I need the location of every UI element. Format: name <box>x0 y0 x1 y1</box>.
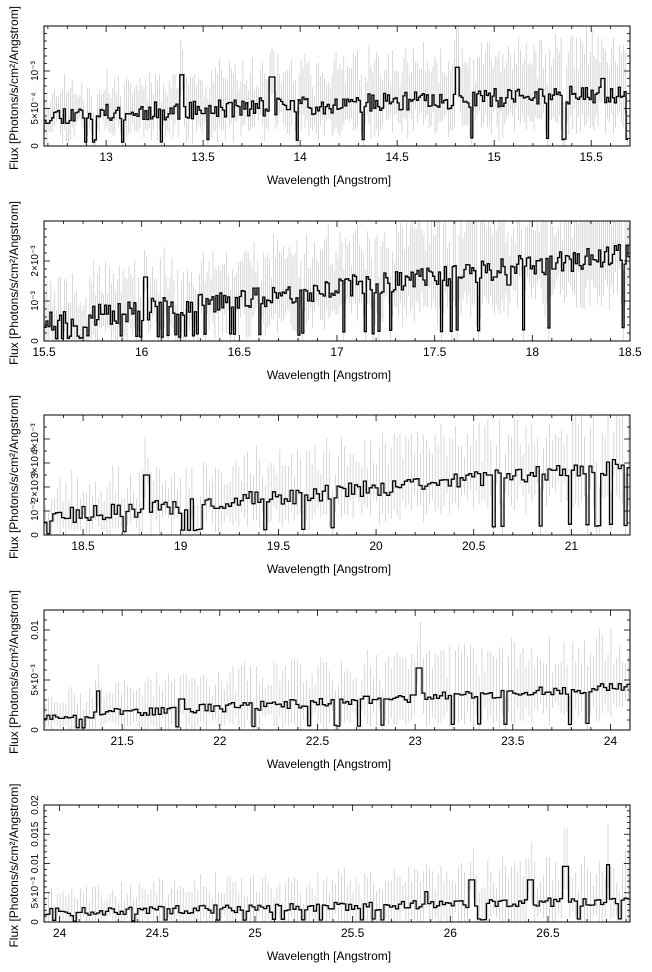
x-tick-label: 25 <box>248 926 262 940</box>
y-axis-label: Flux [Photons/s/cm²/Angstrom] <box>7 590 21 754</box>
y-tick-label: 0 <box>30 143 41 149</box>
y-tick-label: 0.01 <box>30 853 41 873</box>
x-tick-label: 18.5 <box>618 345 642 359</box>
spectrum-histogram <box>44 864 630 922</box>
y-tick-label: 0 <box>30 919 41 925</box>
x-tick-label: 19 <box>174 539 188 553</box>
y-tick-label: 0.01 <box>30 620 41 640</box>
y-tick-label: 0.02 <box>30 795 41 815</box>
plot-frame <box>43 25 631 147</box>
y-tick-label: 10⁻³ <box>30 60 41 80</box>
x-tick-label: 15.5 <box>580 150 604 164</box>
y-tick-label: 3×10⁻³ <box>30 447 41 479</box>
x-tick-label: 20.5 <box>462 539 486 553</box>
y-tick-label: 5×10⁻³ <box>30 877 41 909</box>
y-axis-label: Flux [Photons/s/cm²/Angstrom] <box>7 201 21 365</box>
x-tick-label: 20 <box>369 539 383 553</box>
x-tick-label: 17 <box>330 345 344 359</box>
spectrum-panel-3: 18.5 19 19.5 20 20.5 21 0 10⁻³2×10⁻³3×10⁻³4×10⁻… <box>7 395 631 576</box>
y-tick-label: 2×10⁻³ <box>30 245 41 277</box>
y-tick-label: 4×10⁻³ <box>30 423 41 455</box>
error-bars <box>45 415 629 535</box>
y-axis-label: Flux [Photons/s/cm²/Angstrom] <box>7 395 21 559</box>
plot-frame <box>43 220 631 342</box>
x-tick-label: 18.5 <box>71 539 95 553</box>
x-tick-label: 23 <box>408 734 422 748</box>
x-tick-label: 24 <box>53 926 67 940</box>
y-axis-label: Flux [Photons/s/cm²/Angstrom] <box>7 6 21 170</box>
y-tick-label: 2×10⁻³ <box>30 471 41 503</box>
error-bars <box>45 621 629 730</box>
y-tick-label: 0.015 <box>30 821 41 846</box>
x-tick-label: 18 <box>526 345 540 359</box>
error-bars <box>44 221 630 341</box>
plot-frame <box>43 609 631 731</box>
x-tick-label: 15 <box>487 150 501 164</box>
x-tick-label: 26 <box>444 926 458 940</box>
spectrum-histogram <box>44 458 630 535</box>
spectrum-panel-5: 24 24.5 25 25.5 26 26.5 0 5×10⁻³ 0.01 0.015 0.02 Wa… <box>7 783 631 963</box>
x-tick-label: 19.5 <box>267 539 291 553</box>
x-tick-label: 13.5 <box>191 150 215 164</box>
y-tick-label: 10⁻³ <box>30 290 41 310</box>
x-tick-label: 16 <box>135 345 149 359</box>
x-axis-label: Wavelength [Angstrom] <box>267 562 391 576</box>
x-tick-label: 22.5 <box>306 734 330 748</box>
y-tick-label: 0 <box>30 727 41 733</box>
spectrum-panel-1: 13 13.5 14 14.5 15 15.5 0 5×10⁻⁴ 10⁻³ Wavelength … <box>7 6 631 187</box>
x-axis-label: Wavelength [Angstrom] <box>267 949 391 963</box>
x-tick-label: 23.5 <box>501 734 525 748</box>
x-tick-label: 22 <box>213 734 227 748</box>
x-tick-label: 15.5 <box>32 345 56 359</box>
x-tick-label: 21 <box>565 539 579 553</box>
y-tick-label: 5×10⁻³ <box>30 664 41 696</box>
spectrum-panel-2: 15.5 16 16.5 17 17.5 18 18.5 0 10⁻³ 2×10⁻³ Wavelen… <box>7 201 642 382</box>
y-axis-label: Flux [Photons/s/cm²/Angstrom] <box>7 783 21 947</box>
x-axis-label: Wavelength [Angstrom] <box>267 757 391 771</box>
x-axis-label: Wavelength [Angstrom] <box>267 368 391 382</box>
x-tick-label: 16.5 <box>228 345 252 359</box>
spectrum-histogram <box>44 66 629 143</box>
y-tick-label: 5×10⁻⁴ <box>30 92 41 124</box>
x-tick-label: 14 <box>293 150 307 164</box>
spectrum-histogram <box>44 243 630 340</box>
y-tick-label: 0 <box>30 532 41 538</box>
x-tick-label: 26.5 <box>536 926 560 940</box>
x-tick-label: 24.5 <box>146 926 170 940</box>
x-tick-label: 25.5 <box>341 926 365 940</box>
x-tick-label: 13 <box>99 150 113 164</box>
y-tick-label: 10⁻³ <box>30 500 41 520</box>
x-tick-label: 17.5 <box>423 345 447 359</box>
y-tick-label: 0 <box>30 338 41 344</box>
x-tick-label: 21.5 <box>110 734 134 748</box>
spectrum-histogram <box>44 667 630 729</box>
x-axis-label: Wavelength [Angstrom] <box>267 173 391 187</box>
error-bars <box>44 26 628 146</box>
error-bars <box>45 823 629 922</box>
x-tick-label: 14.5 <box>385 150 409 164</box>
x-tick-label: 24 <box>604 734 618 748</box>
spectrum-panel-4: 21.5 22 22.5 23 23.5 24 0 5×10⁻³ 0.01 Wavelength … <box>7 590 631 771</box>
